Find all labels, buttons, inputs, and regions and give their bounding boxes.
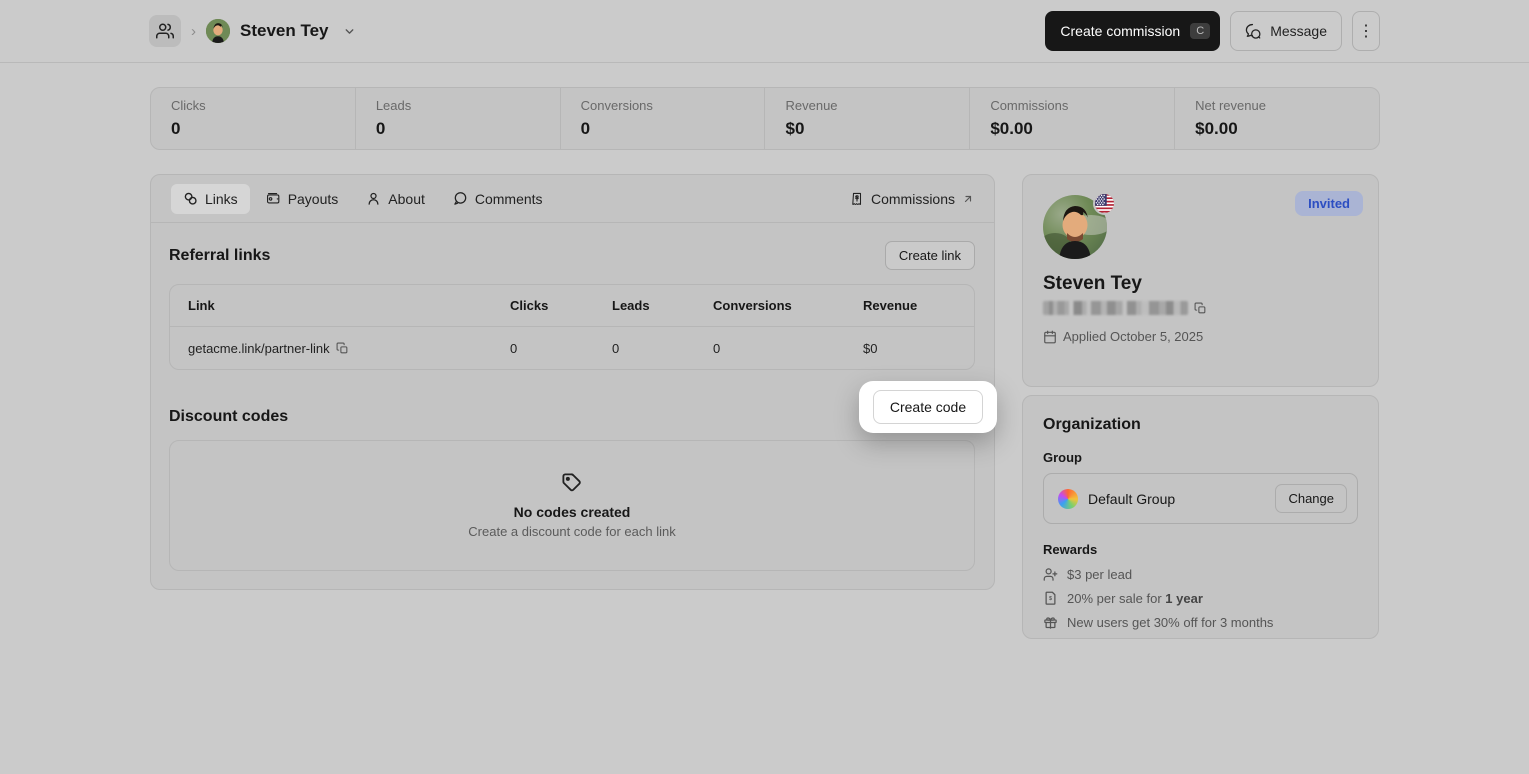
svg-text:$: $ bbox=[1049, 596, 1052, 602]
